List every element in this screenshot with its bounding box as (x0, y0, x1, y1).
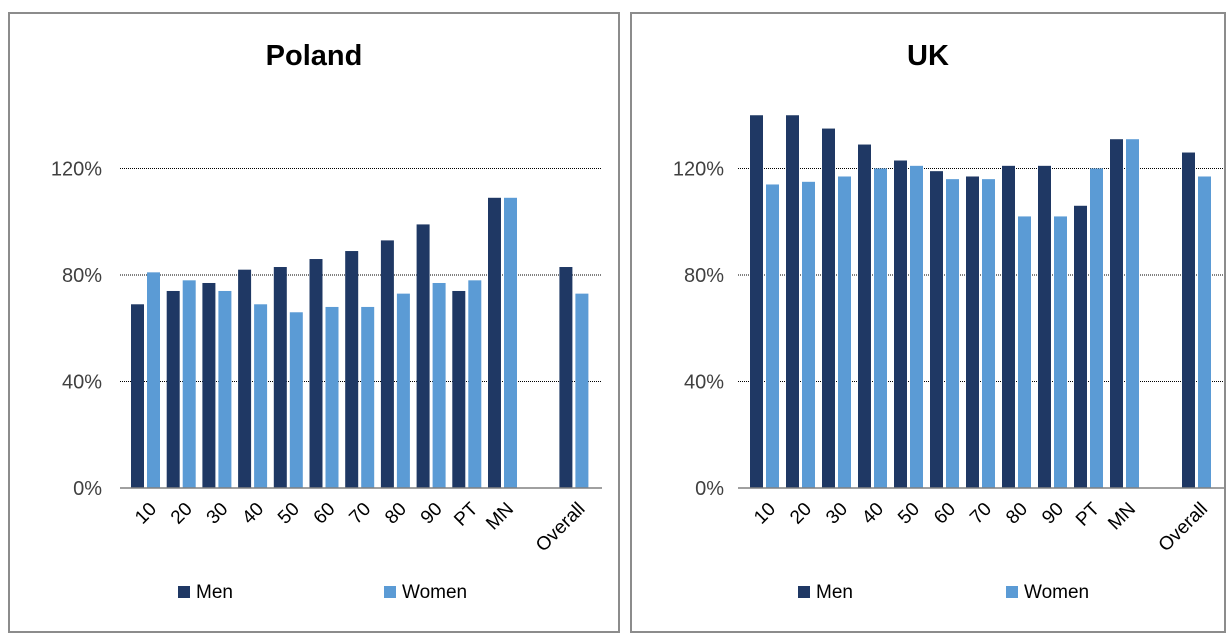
x-tick-label: MN (1104, 499, 1140, 535)
bar-men-60 (309, 259, 323, 488)
x-tick-label: 40 (238, 499, 268, 529)
bar-women-overall (1198, 176, 1211, 489)
legend-item-women: Women (384, 582, 467, 604)
bar-women-pt (1090, 168, 1103, 488)
y-tick-label: 0% (695, 478, 724, 500)
bar-women-50 (289, 312, 303, 488)
legend-swatch-women (1006, 586, 1018, 598)
bar-women-mn (1126, 139, 1139, 488)
bar-women-70 (361, 306, 375, 488)
x-tick-label: 50 (894, 499, 924, 529)
x-tick-label: 30 (822, 499, 852, 529)
legend-item-men: Men (798, 582, 853, 604)
bar-men-50 (894, 160, 907, 488)
x-tick-label: 40 (858, 499, 888, 529)
bar-men-40 (238, 269, 252, 488)
x-tick-label: Overall (1155, 499, 1212, 556)
bar-men-70 (966, 176, 979, 489)
legend-item-women: Women (1006, 582, 1089, 604)
legend-label-women: Women (1024, 582, 1090, 603)
bar-women-40 (254, 304, 268, 488)
bar-women-60 (946, 179, 959, 488)
bar-women-30 (838, 176, 851, 489)
x-tick-label: 10 (750, 499, 780, 529)
x-tick-label: 20 (786, 499, 816, 529)
y-tick-label: 120% (51, 159, 102, 181)
bar-men-mn (488, 197, 501, 488)
bar-women-pt (468, 280, 482, 488)
y-tick-label: 40% (62, 372, 102, 394)
y-tick-label: 80% (62, 265, 102, 287)
bar-women-80 (396, 293, 410, 488)
bar-men-30 (202, 282, 216, 488)
chart-panel-poland: Poland 0% 40% 80% 120% 10 20 30 40 50 60 70 80 90 PT M… (8, 12, 620, 633)
bar-men-50 (273, 267, 287, 488)
x-tick-label: 50 (274, 499, 304, 529)
legend-swatch-men (798, 586, 810, 598)
bar-chart-poland: 0% 40% 80% 120% 10 20 30 40 50 60 70 80 90 PT MN Overal… (51, 159, 602, 556)
chart-title: UK (907, 40, 949, 72)
bar-women-40 (874, 168, 887, 488)
bar-men-90 (416, 224, 430, 488)
bar-women-20 (802, 181, 815, 488)
x-tick-label: 60 (930, 499, 960, 529)
bar-women-70 (982, 179, 995, 488)
bar-women-overall (575, 293, 589, 488)
x-tick-label: 90 (417, 499, 447, 529)
x-tick-label: 10 (131, 499, 161, 529)
bar-women-mn (504, 197, 517, 488)
x-tick-label: 80 (381, 499, 411, 529)
x-tick-label: MN (482, 499, 518, 535)
bar-women-90 (432, 282, 446, 488)
x-tick-label: PT (1072, 498, 1104, 530)
bar-men-overall (1182, 152, 1195, 488)
bar-chart-uk: 0% 40% 80% 120% 10 20 30 40 50 60 70 80 90 PT MN Overal… (673, 115, 1224, 556)
bar-men-80 (380, 240, 394, 488)
bar-men-mn (1110, 139, 1123, 488)
legend-label-men: Men (816, 582, 853, 603)
y-tick-label: 120% (673, 159, 724, 181)
y-tick-label: 0% (73, 478, 102, 500)
x-tick-label: 70 (345, 499, 375, 529)
y-tick-label: 40% (684, 372, 724, 394)
bar-women-20 (182, 280, 196, 488)
y-tick-label: 80% (684, 265, 724, 287)
x-tick-label: 80 (1002, 499, 1032, 529)
x-tick-label: 20 (167, 499, 197, 529)
bar-men-10 (750, 115, 763, 488)
x-tick-label: 30 (203, 499, 233, 529)
bar-women-90 (1054, 216, 1067, 489)
bar-women-50 (910, 165, 923, 488)
legend-label-men: Men (196, 582, 233, 603)
chart-panel-uk: UK 0% 40% 80% 120% 10 20 30 40 50 60 70 80 90 PT MN Ove… (630, 12, 1226, 633)
legend-item-men: Men (178, 582, 233, 604)
legend-swatch-women (384, 586, 396, 598)
bar-women-80 (1018, 216, 1031, 489)
bar-women-60 (325, 306, 339, 488)
bar-men-pt (1074, 205, 1087, 488)
x-tick-label: PT (450, 498, 482, 530)
x-tick-label: Overall (532, 499, 589, 556)
bar-men-20 (166, 290, 180, 488)
bar-men-20 (786, 115, 799, 488)
bar-men-70 (345, 251, 359, 488)
bar-men-10 (131, 304, 144, 488)
bar-men-pt (452, 290, 466, 488)
bar-women-30 (218, 290, 232, 488)
legend-swatch-men (178, 586, 190, 598)
bar-men-40 (858, 144, 871, 488)
bar-men-overall (559, 267, 573, 488)
bar-men-90 (1038, 165, 1051, 488)
chart-title: Poland (265, 40, 363, 72)
bar-women-10 (147, 272, 160, 488)
bar-men-60 (930, 171, 943, 488)
bar-women-10 (766, 184, 779, 488)
x-tick-label: 90 (1038, 499, 1068, 529)
bar-men-30 (822, 128, 835, 488)
x-tick-label: 70 (966, 499, 996, 529)
bar-men-80 (1002, 165, 1015, 488)
x-tick-label: 60 (310, 499, 340, 529)
legend-label-women: Women (402, 582, 468, 603)
